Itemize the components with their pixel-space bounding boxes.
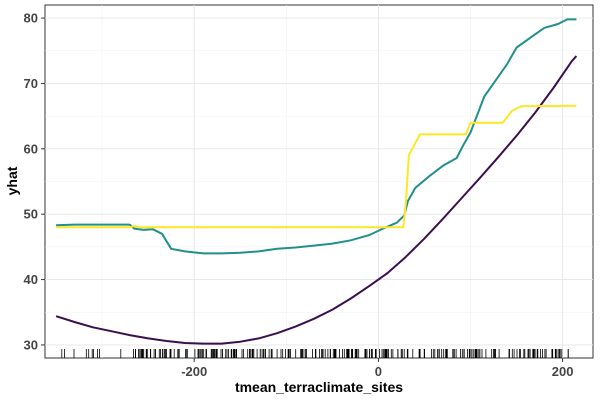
y-tick-label: 50 xyxy=(24,207,38,222)
y-axis-title: yhat xyxy=(4,166,20,195)
y-tick-label: 80 xyxy=(24,11,38,26)
y-tick-label: 40 xyxy=(24,272,38,287)
series-line-3 xyxy=(56,104,577,229)
y-axis-ticks: 30 40 50 60 70 80 xyxy=(24,11,45,352)
x-axis-ticks: -200 0 200 xyxy=(181,358,573,379)
series-lines xyxy=(55,18,578,345)
series-line-1 xyxy=(55,55,578,345)
rug-mark xyxy=(61,349,569,358)
x-axis-title: tmean_terraclimate_sites xyxy=(235,379,403,395)
grid-lines xyxy=(45,5,593,358)
series-line-2 xyxy=(56,18,577,255)
y-tick-label: 70 xyxy=(24,76,38,91)
y-tick-label: 60 xyxy=(24,141,38,156)
y-tick-label: 30 xyxy=(24,337,38,352)
x-tick-label: 200 xyxy=(552,364,574,379)
x-tick-label: 0 xyxy=(375,364,382,379)
rug-ticks xyxy=(61,349,569,358)
x-tick-label: -200 xyxy=(181,364,207,379)
